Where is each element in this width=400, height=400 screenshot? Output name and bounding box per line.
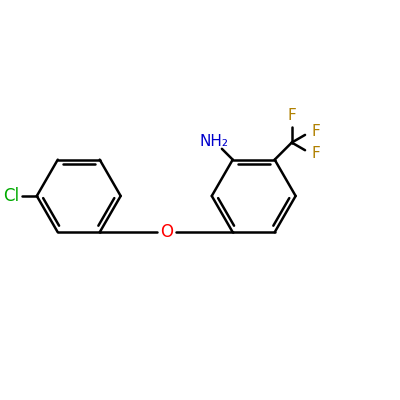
- Text: F: F: [311, 146, 320, 161]
- Text: F: F: [311, 124, 320, 139]
- Text: NH₂: NH₂: [200, 134, 229, 149]
- Text: F: F: [287, 108, 296, 124]
- Text: Cl: Cl: [3, 187, 19, 205]
- Text: O: O: [160, 223, 173, 241]
